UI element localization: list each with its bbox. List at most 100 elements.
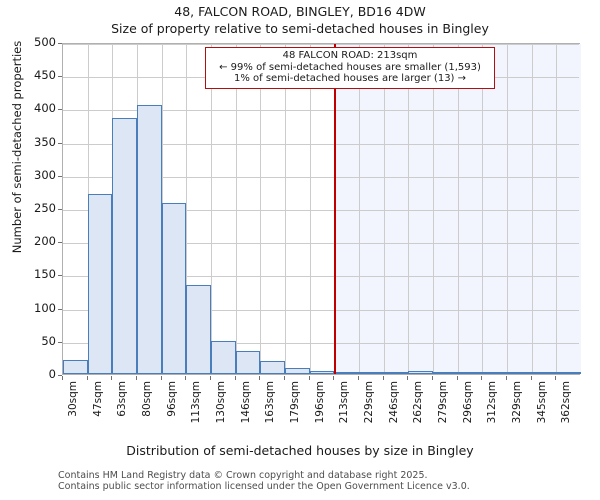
histogram-bar [260,360,285,374]
x-axis-tick-mark [481,376,483,380]
gridline [507,44,508,374]
gridline [63,309,579,311]
x-axis-tick-mark [407,376,409,380]
x-axis-tick-label: 179sqm [289,381,301,424]
footer-line-1: Contains HM Land Registry data © Crown c… [58,470,428,481]
x-axis-tick-label: 279sqm [437,381,449,424]
y-axis-tick-label: 50 [41,333,56,348]
gridline [408,44,410,374]
y-axis-tick-label: 350 [34,134,56,149]
x-axis-tick-label: 213sqm [338,381,351,424]
x-axis-tick-mark [382,376,384,380]
x-axis-tick-mark [111,376,113,380]
x-axis-tick-mark [555,376,557,380]
histogram-bar [359,372,384,374]
y-axis-tick-mark [58,375,62,376]
y-axis-tick-label: 250 [34,201,56,215]
footer-attribution: Contains HM Land Registry data © Crown c… [58,470,598,492]
y-axis-tick-label: 500 [34,35,56,49]
gridline [235,44,237,374]
gridline [63,276,579,278]
x-axis-tick-mark [308,376,310,380]
y-axis-tick-mark [58,209,62,210]
gridline [285,44,286,374]
annotation-line-1: 48 FALCON ROAD: 213sqm [282,50,418,61]
x-axis-tick-label: 113sqm [190,381,203,424]
x-axis-tick-label: 130sqm [215,381,227,424]
x-axis-tick-label: 63sqm [116,381,129,417]
x-axis-tick-label: 246sqm [387,381,400,424]
histogram-bar [137,105,162,374]
histogram-bar [457,372,483,374]
histogram-bar [235,350,261,374]
page-title: 48, FALCON ROAD, BINGLEY, BD16 4DW [174,4,426,19]
x-axis-tick-mark [185,376,187,380]
gridline [482,44,484,374]
histogram-bar [211,341,236,374]
x-axis-tick-label: 229sqm [363,381,375,424]
gridline [211,44,212,374]
gridline [63,342,579,344]
y-axis-tick-mark [58,308,62,310]
x-axis-tick-label: 163sqm [264,381,277,424]
footer-line-2: Contains public sector information licen… [58,481,470,492]
histogram-bars [63,44,581,374]
x-axis-tick-label: 80sqm [141,381,153,417]
x-axis-tick-mark [432,376,433,380]
x-axis-tick-mark [86,376,88,380]
y-axis-tick-mark [58,275,62,277]
y-axis-tick-mark [58,142,62,144]
x-axis-tick-mark [506,376,507,380]
y-axis-tick-mark [58,242,62,244]
x-axis-tick-mark [530,376,532,380]
x-axis-tick-mark [234,376,236,380]
x-axis-tick-mark [259,376,261,380]
y-axis-tick-label: 300 [34,167,56,182]
x-axis-tick-mark [62,376,63,380]
y-axis-tick-mark [58,109,62,111]
gridline [556,44,558,374]
histogram-bar [556,372,581,374]
x-axis-tick-label: 146sqm [239,381,252,424]
y-axis-tick-mark [58,341,62,343]
x-axis-tick-label: 96sqm [165,381,178,417]
histogram-bar [186,285,211,374]
gridline [63,143,579,145]
gridline [63,110,579,112]
y-axis-tick-label: 150 [34,267,56,282]
gridline [260,44,262,374]
x-axis-tick-label: 196sqm [313,381,326,424]
histogram-bar [63,360,88,374]
gridline [63,176,579,178]
annotation-line-2: ← 99% of semi-detached houses are smalle… [219,61,481,73]
x-axis-tick-label: 329sqm [511,381,523,424]
annotation-line-3: 1% of semi-detached houses are larger (1… [233,73,467,85]
histogram-bar [112,117,137,374]
x-axis-tick-mark [136,376,137,380]
gridline [457,44,459,374]
y-axis-tick-label: 400 [34,101,56,116]
x-axis-title: Distribution of semi-detached houses by … [126,443,474,458]
y-axis-tick-mark [58,175,62,177]
gridline [383,44,385,374]
gridline [309,44,311,374]
chart-subtitle: Size of property relative to semi-detach… [111,21,489,36]
x-axis-tick-label: 345sqm [535,381,548,424]
gridline [63,210,579,211]
x-axis-tick-mark [456,376,458,380]
y-axis-tick-label: 450 [34,68,56,83]
histogram-bar [285,368,310,374]
histogram-bar [408,370,433,374]
x-axis-tick-mark [160,376,162,380]
x-axis-tick-label: 262sqm [412,381,425,424]
gridline [63,243,579,245]
histogram-bar [531,372,557,374]
x-axis-tick-label: 362sqm [560,381,573,424]
y-axis-tick-label: 0 [48,367,56,381]
x-axis-tick-label: 30sqm [67,381,79,417]
y-axis-title: Number of semi-detached properties [10,40,24,254]
x-axis-tick-mark [358,376,359,380]
histogram-bar [433,372,458,374]
histogram-bar [87,194,113,374]
